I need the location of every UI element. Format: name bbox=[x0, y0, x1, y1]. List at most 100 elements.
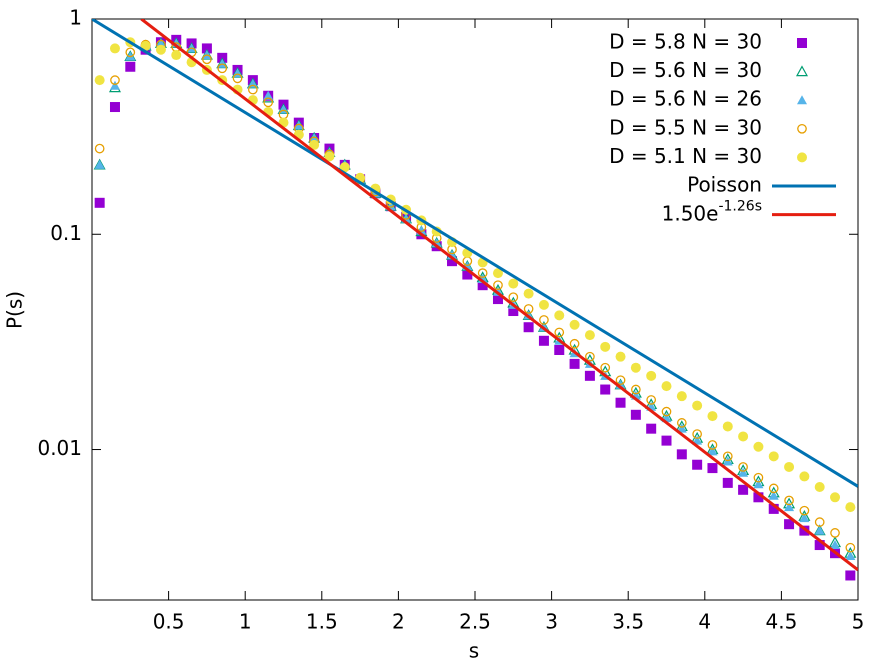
point bbox=[814, 540, 825, 551]
point bbox=[615, 351, 626, 362]
point bbox=[799, 525, 810, 536]
point bbox=[646, 423, 657, 434]
x-tick-label: 4.5 bbox=[765, 610, 797, 634]
x-tick-label: 5 bbox=[852, 610, 865, 634]
point bbox=[845, 570, 856, 581]
point bbox=[477, 280, 488, 291]
point bbox=[523, 322, 534, 333]
point bbox=[845, 542, 856, 553]
point bbox=[202, 54, 212, 65]
point bbox=[692, 435, 703, 445]
point bbox=[830, 528, 840, 538]
x-tick-label: 0.5 bbox=[153, 610, 185, 634]
legend-label: D = 5.1 N = 30 bbox=[609, 144, 762, 168]
point bbox=[248, 84, 258, 95]
point bbox=[722, 451, 733, 462]
point bbox=[94, 143, 105, 154]
point bbox=[845, 502, 856, 513]
point bbox=[309, 139, 320, 150]
point bbox=[523, 304, 534, 314]
point bbox=[110, 75, 120, 85]
point bbox=[676, 423, 687, 433]
point bbox=[492, 294, 503, 305]
point bbox=[845, 551, 856, 561]
legend-marker bbox=[797, 152, 807, 163]
point bbox=[646, 395, 657, 405]
x-tick-label: 3.5 bbox=[612, 610, 644, 634]
x-tick-label: 2 bbox=[392, 610, 405, 634]
point bbox=[508, 292, 519, 303]
point bbox=[584, 370, 595, 381]
point bbox=[293, 120, 304, 130]
point bbox=[784, 519, 795, 530]
point bbox=[538, 335, 549, 346]
legend-label-base: 1.50e bbox=[662, 201, 719, 225]
point bbox=[707, 446, 718, 456]
point bbox=[217, 63, 228, 74]
point bbox=[661, 406, 672, 417]
point bbox=[493, 280, 503, 291]
point bbox=[753, 492, 764, 503]
point bbox=[753, 441, 764, 452]
legend-marker bbox=[795, 65, 809, 77]
legend-marker bbox=[797, 95, 807, 105]
point bbox=[646, 370, 657, 381]
point bbox=[554, 310, 565, 321]
point bbox=[554, 344, 565, 355]
point bbox=[814, 525, 825, 535]
legend-label: D = 5.6 N = 30 bbox=[609, 58, 762, 82]
legend-label: D = 5.5 N = 30 bbox=[609, 115, 762, 139]
point bbox=[94, 197, 105, 208]
y-tick-label: 0.01 bbox=[37, 436, 82, 460]
point bbox=[109, 43, 120, 54]
legend-marker bbox=[797, 123, 807, 134]
point bbox=[94, 159, 105, 169]
point bbox=[707, 463, 718, 474]
point bbox=[339, 162, 350, 173]
x-tick-label: 4 bbox=[698, 610, 711, 634]
point bbox=[799, 471, 810, 482]
point bbox=[768, 490, 779, 500]
point bbox=[692, 459, 703, 470]
point bbox=[263, 90, 274, 100]
point bbox=[585, 351, 595, 362]
x-axis-label: s bbox=[469, 639, 479, 663]
point bbox=[784, 461, 795, 472]
point bbox=[538, 299, 549, 310]
point bbox=[232, 73, 243, 84]
point bbox=[707, 411, 718, 422]
point bbox=[462, 269, 473, 280]
legend-marker bbox=[797, 38, 807, 48]
point bbox=[523, 288, 534, 299]
point bbox=[738, 467, 749, 477]
legend-label: 1.50e-1.26s bbox=[662, 199, 762, 226]
point bbox=[447, 256, 458, 267]
point bbox=[109, 102, 120, 113]
point bbox=[830, 540, 841, 550]
point bbox=[799, 513, 810, 523]
point bbox=[784, 502, 795, 512]
line bbox=[92, 19, 858, 488]
x-tick-label: 1 bbox=[239, 610, 252, 634]
y-tick-label: 0.1 bbox=[50, 221, 82, 245]
x-tick-label: 1.5 bbox=[306, 610, 338, 634]
point bbox=[508, 306, 519, 317]
point bbox=[125, 47, 136, 58]
point bbox=[692, 400, 703, 411]
point bbox=[814, 517, 825, 527]
point bbox=[661, 435, 672, 446]
point bbox=[508, 278, 519, 289]
point bbox=[753, 472, 764, 483]
point bbox=[768, 483, 779, 494]
line bbox=[140, 19, 858, 572]
point bbox=[584, 330, 595, 341]
point bbox=[738, 484, 749, 495]
point bbox=[784, 495, 794, 506]
point bbox=[125, 61, 136, 72]
x-tick-label: 3 bbox=[545, 610, 558, 634]
point bbox=[109, 80, 120, 90]
point bbox=[569, 358, 580, 369]
point bbox=[768, 451, 779, 462]
x-tick-label: 2.5 bbox=[459, 610, 491, 634]
